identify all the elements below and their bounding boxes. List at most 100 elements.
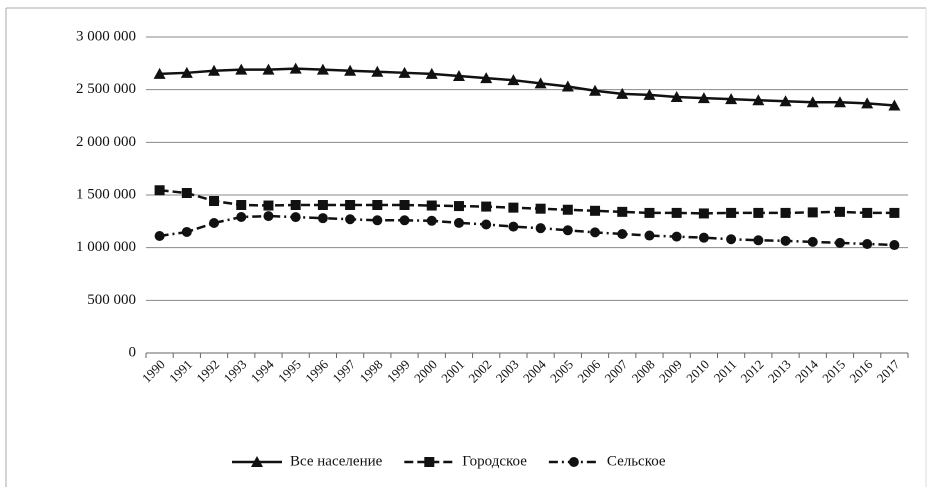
y-tick-label: 3 000 000 xyxy=(76,28,136,44)
marker xyxy=(834,237,845,248)
marker xyxy=(452,69,465,81)
x-tick-label: 1990 xyxy=(139,357,168,386)
y-tick-label: 500 000 xyxy=(87,292,136,308)
marker xyxy=(317,213,328,224)
marker xyxy=(568,457,579,467)
marker xyxy=(862,238,873,249)
marker xyxy=(345,214,356,225)
marker xyxy=(262,63,275,75)
marker xyxy=(508,202,519,213)
marker xyxy=(181,226,192,237)
marker xyxy=(317,200,328,211)
marker xyxy=(862,207,873,218)
marker xyxy=(833,96,846,108)
x-tick-label: 2012 xyxy=(738,357,767,386)
legend-label: Сельское xyxy=(607,453,666,469)
marker xyxy=(316,63,329,75)
marker xyxy=(344,64,357,76)
marker xyxy=(480,72,493,84)
marker xyxy=(453,217,464,228)
marker xyxy=(507,74,520,86)
series-line xyxy=(159,214,895,247)
marker xyxy=(671,207,682,218)
marker xyxy=(617,206,628,217)
marker xyxy=(561,80,574,92)
legend-label: Все население xyxy=(290,453,383,469)
marker xyxy=(209,196,220,207)
marker xyxy=(398,66,411,78)
marker xyxy=(697,92,710,104)
marker xyxy=(752,94,765,106)
marker xyxy=(180,66,193,78)
marker xyxy=(372,215,383,226)
marker xyxy=(780,207,791,218)
y-tick-label: 0 xyxy=(129,344,137,360)
marker xyxy=(753,207,764,218)
marker xyxy=(644,207,655,218)
marker xyxy=(181,187,192,198)
marker xyxy=(263,200,274,211)
marker xyxy=(481,219,492,230)
marker xyxy=(807,207,818,218)
x-tick-label: 2005 xyxy=(547,357,576,386)
marker xyxy=(589,84,602,96)
x-tick-label: 2013 xyxy=(765,357,794,386)
marker xyxy=(698,232,709,243)
marker xyxy=(236,212,247,223)
marker xyxy=(889,207,900,218)
x-tick-label: 2003 xyxy=(493,357,522,386)
x-tick-label: 2015 xyxy=(819,357,848,386)
x-tick-label: 1991 xyxy=(166,357,195,386)
marker xyxy=(888,99,901,111)
marker xyxy=(399,200,410,211)
x-tick-label: 2001 xyxy=(438,357,467,386)
x-tick-label: 1996 xyxy=(302,356,331,385)
x-tick-label: 2006 xyxy=(574,356,603,385)
x-tick-label: 2017 xyxy=(874,356,903,385)
marker xyxy=(889,240,900,251)
marker xyxy=(807,236,818,247)
marker xyxy=(426,215,437,226)
marker xyxy=(508,221,519,232)
marker xyxy=(698,208,709,219)
marker xyxy=(263,211,274,222)
x-tick-label: 1998 xyxy=(357,357,386,386)
x-tick-label: 2014 xyxy=(792,356,821,385)
marker xyxy=(289,62,302,74)
y-tick-label: 2 000 000 xyxy=(76,134,136,150)
marker xyxy=(209,218,220,229)
x-tick-label: 1997 xyxy=(329,356,358,385)
marker xyxy=(644,230,655,241)
y-tick-label: 1 000 000 xyxy=(76,239,136,255)
marker xyxy=(834,206,845,217)
marker xyxy=(208,64,221,76)
x-tick-label: 2004 xyxy=(520,356,549,385)
x-tick-label: 2008 xyxy=(629,357,658,386)
marker xyxy=(371,65,384,77)
marker xyxy=(399,215,410,226)
marker xyxy=(345,200,356,211)
marker xyxy=(806,96,819,108)
y-tick-label: 1 500 000 xyxy=(76,186,136,202)
x-tick-label: 2010 xyxy=(683,357,712,386)
x-tick-label: 1994 xyxy=(248,356,277,385)
marker xyxy=(670,91,683,103)
x-tick-label: 2011 xyxy=(711,357,740,386)
marker xyxy=(562,204,573,215)
legend-item: Все население xyxy=(232,453,383,469)
y-tick-label: 2 500 000 xyxy=(76,81,136,97)
marker xyxy=(726,234,737,245)
marker xyxy=(643,88,656,100)
marker xyxy=(481,201,492,212)
marker xyxy=(779,95,792,107)
marker xyxy=(562,225,573,236)
marker xyxy=(590,227,601,238)
marker xyxy=(154,230,165,241)
marker xyxy=(535,203,546,214)
x-tick-label: 1999 xyxy=(384,357,413,386)
marker xyxy=(534,77,547,89)
x-tick-label: 2000 xyxy=(411,357,440,386)
marker xyxy=(780,235,791,246)
series-line xyxy=(159,67,895,107)
